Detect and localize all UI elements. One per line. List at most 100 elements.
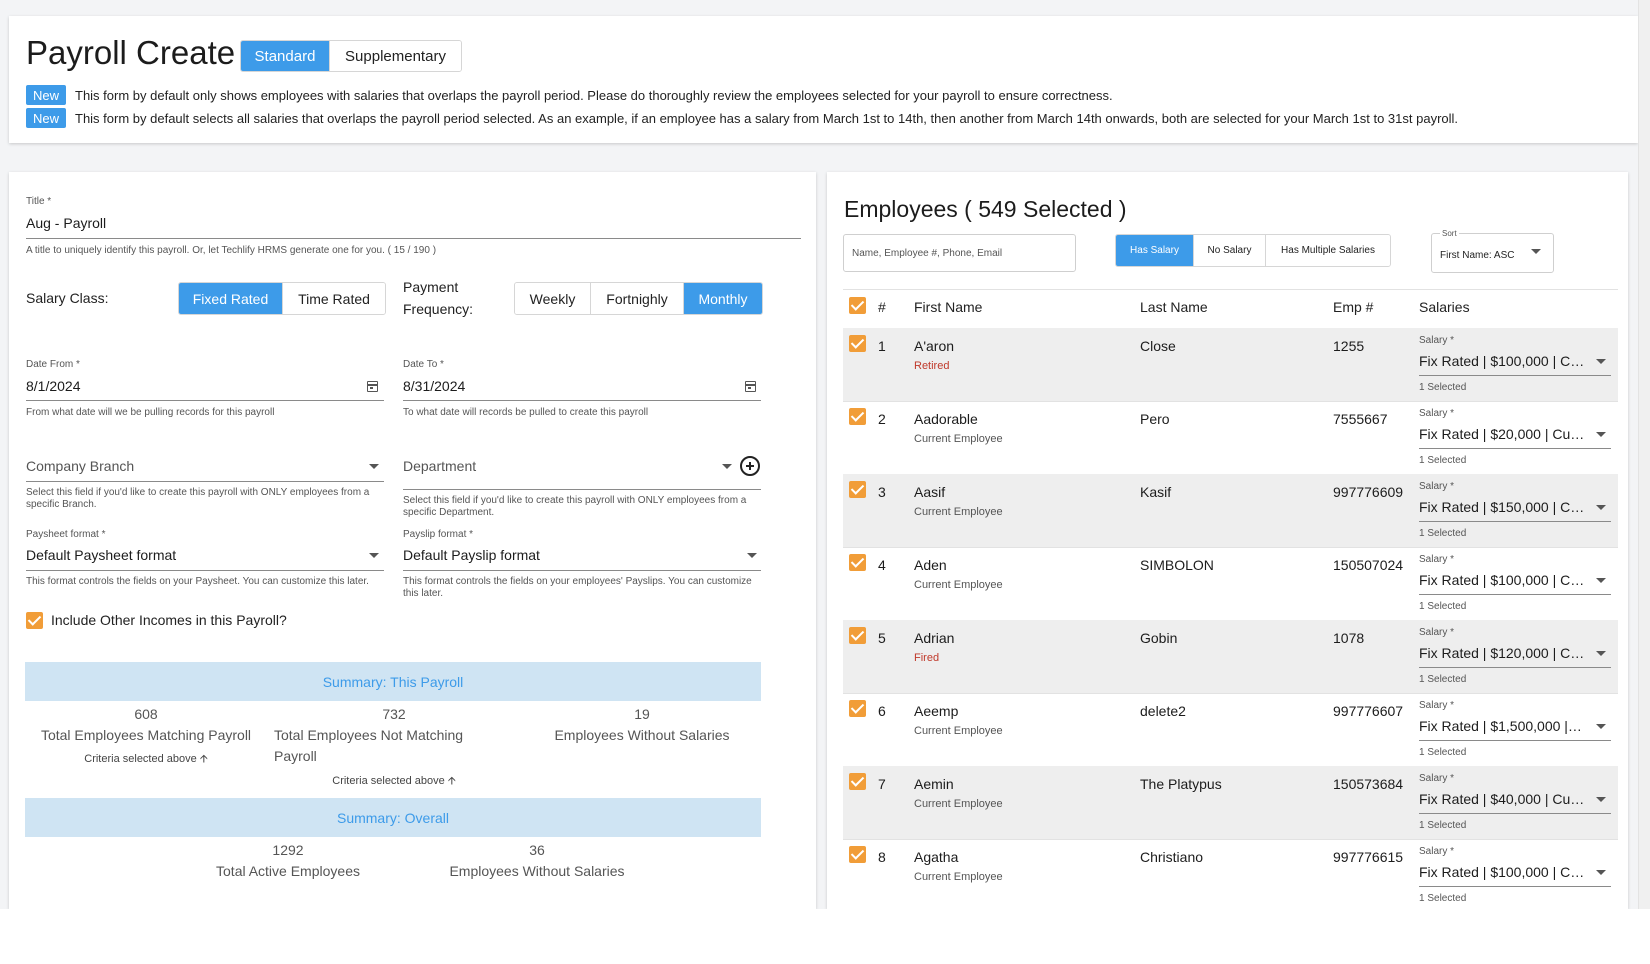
chevron-down-icon[interactable] — [1596, 505, 1606, 510]
row-number: 5 — [878, 630, 886, 646]
salary-select[interactable]: Fix Rated | $100,000 | Currency — [1419, 572, 1585, 588]
emp-number-cell: 150507024 — [1333, 557, 1404, 573]
page-title: Payroll Create — [26, 34, 236, 71]
emp-number-cell: 1078 — [1333, 630, 1365, 646]
matching-count: 608 — [134, 706, 158, 722]
salary-filter-toggle: Has Salary No Salary Has Multiple Salari… — [1115, 234, 1391, 267]
column-header-salaries: Salaries — [1419, 299, 1470, 315]
table-row[interactable] — [843, 693, 1618, 766]
column-header-emp-number[interactable]: Emp # — [1333, 299, 1374, 315]
first-name-cell: Aeemp — [914, 703, 959, 719]
column-header-last-name[interactable]: Last Name — [1140, 299, 1208, 315]
chevron-down-icon[interactable] — [1596, 870, 1606, 875]
salary-select-underline — [1419, 886, 1611, 887]
salary-selected-count: 1 Selected — [1419, 893, 1467, 904]
employment-status: Current Employee — [914, 871, 1003, 883]
row-select-checkbox[interactable] — [849, 700, 866, 717]
calendar-icon[interactable] — [367, 381, 378, 392]
row-select-checkbox[interactable] — [849, 408, 866, 425]
table-row[interactable] — [843, 839, 1618, 912]
date-from-underline — [26, 400, 384, 401]
tab-standard[interactable]: Standard — [241, 41, 329, 71]
salary-selected-count: 1 Selected — [1419, 601, 1467, 612]
chevron-down-icon[interactable] — [1596, 432, 1606, 437]
last-name-cell: Pero — [1140, 411, 1170, 427]
first-name-cell: Aadorable — [914, 411, 978, 427]
paysheet-format-select[interactable]: Default Paysheet format — [26, 547, 177, 563]
date-to-label: Date To * — [403, 359, 444, 370]
frequency-monthly[interactable]: Monthly — [683, 283, 762, 314]
include-other-incomes-checkbox[interactable] — [26, 612, 43, 629]
table-row[interactable] — [843, 474, 1618, 547]
chevron-down-icon[interactable] — [1596, 359, 1606, 364]
column-header-first-name[interactable]: First Name — [914, 299, 983, 315]
salary-class-time-rated[interactable]: Time Rated — [282, 283, 385, 314]
table-row[interactable] — [843, 620, 1618, 693]
employment-status: Current Employee — [914, 433, 1003, 445]
chevron-down-icon[interactable] — [1596, 797, 1606, 802]
employment-status: Fired — [914, 652, 940, 664]
salary-select[interactable]: Fix Rated | $100,000 | Currency — [1419, 864, 1585, 880]
sort-select[interactable] — [1431, 233, 1554, 273]
filter-has-multiple-salaries[interactable]: Has Multiple Salaries — [1265, 235, 1390, 266]
row-select-checkbox[interactable] — [849, 481, 866, 498]
employment-status: Current Employee — [914, 725, 1003, 737]
payslip-format-select[interactable]: Default Payslip format — [403, 547, 540, 563]
title-field[interactable]: Aug - Payroll — [26, 215, 107, 231]
salary-select[interactable]: Fix Rated | $100,000 | Currency — [1419, 353, 1585, 369]
chevron-down-icon[interactable] — [369, 553, 379, 558]
date-to-field[interactable]: 8/31/2024 — [403, 378, 466, 394]
salary-select[interactable]: Fix Rated | $40,000 | Currency — [1419, 791, 1585, 807]
active-employees-count: 1292 — [272, 842, 304, 858]
table-row[interactable] — [843, 328, 1618, 401]
table-row[interactable] — [843, 547, 1618, 620]
salary-class-fixed-rated[interactable]: Fixed Rated — [179, 283, 282, 314]
row-number: 1 — [878, 338, 886, 354]
employees-title: Employees ( 549 Selected ) — [844, 196, 1127, 222]
department-select[interactable]: Department — [403, 458, 477, 474]
overall-without-salaries-label: Employees Without Salaries — [449, 863, 625, 879]
select-all-checkbox[interactable] — [849, 297, 866, 314]
calendar-icon[interactable] — [745, 381, 756, 392]
salary-select-underline — [1419, 448, 1611, 449]
employee-search-input[interactable] — [844, 235, 1075, 271]
table-row[interactable] — [843, 401, 1618, 474]
chevron-down-icon[interactable] — [1596, 578, 1606, 583]
filter-no-salary[interactable]: No Salary — [1193, 235, 1265, 266]
salary-select-underline — [1419, 375, 1611, 376]
date-from-field[interactable]: 8/1/2024 — [26, 378, 81, 394]
chevron-down-icon[interactable] — [1531, 249, 1541, 254]
salary-select-underline — [1419, 667, 1611, 668]
new-badge: New — [26, 108, 66, 128]
page-scrollbar[interactable] — [1638, 0, 1650, 909]
last-name-cell: Kasif — [1140, 484, 1172, 500]
chevron-down-icon[interactable] — [369, 464, 379, 469]
row-select-checkbox[interactable] — [849, 335, 866, 352]
company-branch-select[interactable]: Company Branch — [26, 458, 135, 474]
chevron-down-icon[interactable] — [1596, 724, 1606, 729]
chevron-down-icon[interactable] — [722, 464, 732, 469]
table-row[interactable] — [843, 766, 1618, 839]
row-select-checkbox[interactable] — [849, 773, 866, 790]
filter-has-salary[interactable]: Has Salary — [1116, 235, 1193, 266]
chevron-down-icon[interactable] — [747, 553, 757, 558]
salary-select[interactable]: Fix Rated | $20,000 | Currency — [1419, 426, 1585, 442]
salary-selected-count: 1 Selected — [1419, 747, 1467, 758]
salary-select[interactable]: Fix Rated | $1,500,000 | Currency — [1419, 718, 1585, 734]
salary-selected-count: 1 Selected — [1419, 528, 1467, 539]
row-select-checkbox[interactable] — [849, 627, 866, 644]
salary-select[interactable]: Fix Rated | $120,000 | Currency — [1419, 645, 1585, 661]
row-select-checkbox[interactable] — [849, 554, 866, 571]
notice-text: This form by default only shows employee… — [75, 88, 1113, 103]
page-footer-area — [0, 909, 1650, 964]
not-matching-criteria: Criteria selected above 🡩 — [332, 775, 456, 787]
salary-selected-count: 1 Selected — [1419, 455, 1467, 466]
not-matching-count: 732 — [382, 706, 406, 722]
salary-select[interactable]: Fix Rated | $150,000 | Currency — [1419, 499, 1585, 515]
frequency-weekly[interactable]: Weekly — [515, 283, 590, 314]
chevron-down-icon[interactable] — [1596, 651, 1606, 656]
add-department-icon[interactable] — [740, 456, 760, 476]
tab-supplementary[interactable]: Supplementary — [329, 41, 461, 71]
row-select-checkbox[interactable] — [849, 846, 866, 863]
frequency-fortnightly[interactable]: Fortnighly — [590, 283, 683, 314]
